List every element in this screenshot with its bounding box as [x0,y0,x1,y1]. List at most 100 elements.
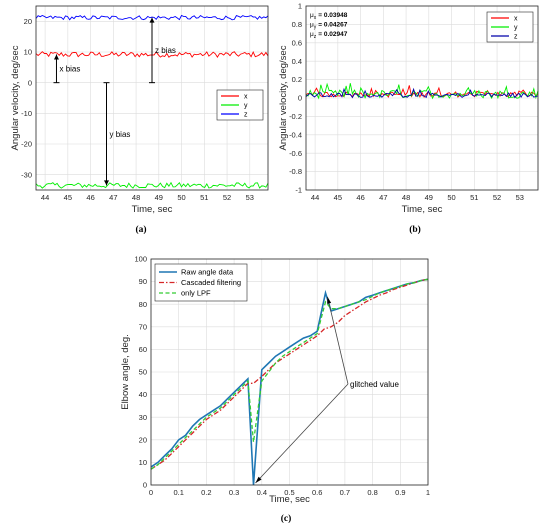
x-tick-label: 51 [200,193,208,202]
y-tick-label: -20 [21,140,32,149]
y-tick-label: -0.2 [289,112,302,121]
y-tick-label: 40 [139,390,147,399]
x-tick-label: 52 [493,193,501,202]
y-tick-label: 0 [143,481,147,490]
x-tick-label: 0.3 [229,488,239,497]
x-axis-label: Time, sec [132,204,173,215]
x-tick-label: 0.5 [284,488,294,497]
y-tick-label: -0.6 [289,149,302,158]
bias-arrow-head [149,17,155,23]
y-tick-label: 30 [139,413,147,422]
x-tick-label: 1 [426,488,430,497]
legend-label-y: y [514,25,518,32]
y-tick-label: 10 [24,48,32,57]
stat-subscript: x [314,15,317,21]
x-tick-label: 0.2 [201,488,211,497]
x-axis-label: Time, sec [402,204,443,215]
y-tick-label: -0.4 [289,130,302,139]
x-tick-label: 0 [149,488,153,497]
x-tick-label: 0.7 [340,488,350,497]
glitch-arrow-head [327,296,332,304]
stat-subscript: z [314,34,317,40]
legend: xyz [486,11,534,43]
x-tick-label: 52 [223,193,231,202]
glitch-label: glitched value [350,380,399,389]
legend-label-x: x [514,16,518,23]
legend-label: only LPF [181,289,211,298]
x-tick-label: 46 [356,193,364,202]
x-tick-label: 44 [41,193,49,202]
bias-label: y bias [110,130,131,139]
stat-value: = 0.03948 [318,12,347,19]
x-tick-label: 47 [109,193,117,202]
y-axis-label: Angular velocity, deg/sec [278,45,289,150]
y-tick-label: 0.6 [292,38,302,47]
y-tick-label: -0.8 [289,167,302,176]
x-tick-label: 47 [379,193,387,202]
y-axis-label: Elbow angle, deg. [120,334,131,410]
y-tick-label: 10 [139,458,147,467]
panel-label: (b) [409,224,421,235]
legend-label: Cascaded filtering [181,278,241,287]
x-tick-label: 0.1 [173,488,183,497]
y-tick-label: 1 [298,2,302,11]
panel-label: (a) [135,224,146,235]
x-tick-label: 50 [177,193,185,202]
stat-symbol: μ [310,12,314,19]
glitch-arrow-head [255,476,262,483]
chart-panel-1: 44 45 46 47 48 49 50 51 52 53 -30 -20 -10 0 10 20 Time, … [10,5,269,235]
bias-arrow-head [104,180,110,186]
panel-label: (c) [281,513,292,524]
y-tick-label: 0.4 [292,57,302,66]
y-tick-label: -30 [21,170,32,179]
x-tick-label: 0.6 [312,488,322,497]
x-tick-label: 45 [64,193,72,202]
y-tick-label: 0.2 [292,75,302,84]
x-tick-label: 49 [155,193,163,202]
legend-label-z: z [244,112,248,119]
x-tick-label: 51 [470,193,478,202]
x-tick-label: 49 [425,193,433,202]
x-tick-label: 53 [516,193,524,202]
y-tick-label: 60 [139,345,147,354]
x-tick-label: 48 [132,193,140,202]
stat-subscript: y [314,25,317,31]
y-tick-label: 0 [298,94,302,103]
x-tick-label: 0.4 [257,488,267,497]
stat-symbol: μ [310,31,314,38]
series-line-y [305,82,539,100]
legend-label: Raw angle data [181,268,234,277]
x-axis-label: Time, sec [269,494,310,505]
y-tick-label: 20 [24,17,32,26]
bias-label: x bias [59,65,80,74]
x-tick-label: 50 [447,193,455,202]
series-line-z [305,87,539,99]
chart-panel-2: 44 45 46 47 48 49 50 51 52 53 -1 -0.8 -0.6 -0.4 -0.2 0 0… [278,2,539,235]
x-tick-label: 46 [86,193,94,202]
y-tick-label: 100 [134,255,147,264]
y-tick-label: 0.8 [292,20,302,29]
legend-label-x: x [244,94,248,101]
y-tick-label: 50 [139,368,147,377]
y-tick-label: 70 [139,322,147,331]
x-tick-label: 0.8 [367,488,377,497]
legend: xyz [216,89,264,121]
stat-value: = 0.04267 [318,22,347,29]
legend-label-y: y [244,103,248,110]
axes-frame [305,5,539,191]
stat-symbol: μ [310,22,314,29]
axes-frame [35,5,269,191]
glitch-pointer [327,296,349,385]
stat-y: μy = 0.04267 [310,22,348,31]
series-line-y [35,181,269,189]
series-line-lpf [150,278,429,470]
y-tick-label: 0 [28,78,32,87]
legend-label-z: z [514,34,518,41]
bias-label: z bias [155,46,176,55]
x-tick-label: 44 [311,193,319,202]
stat-value: = 0.02947 [318,31,347,38]
y-tick-label: 20 [139,435,147,444]
y-tick-label: -1 [295,186,302,195]
